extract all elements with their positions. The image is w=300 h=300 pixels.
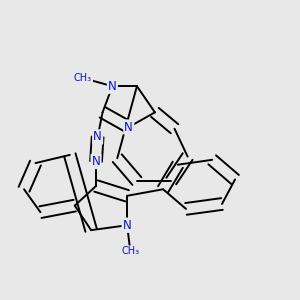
Text: N: N	[123, 219, 131, 232]
Text: N: N	[108, 80, 117, 93]
Text: N: N	[92, 155, 100, 168]
Text: CH₃: CH₃	[74, 73, 92, 83]
Text: CH₃: CH₃	[121, 246, 140, 256]
Text: N: N	[93, 130, 102, 143]
Text: N: N	[124, 121, 133, 134]
